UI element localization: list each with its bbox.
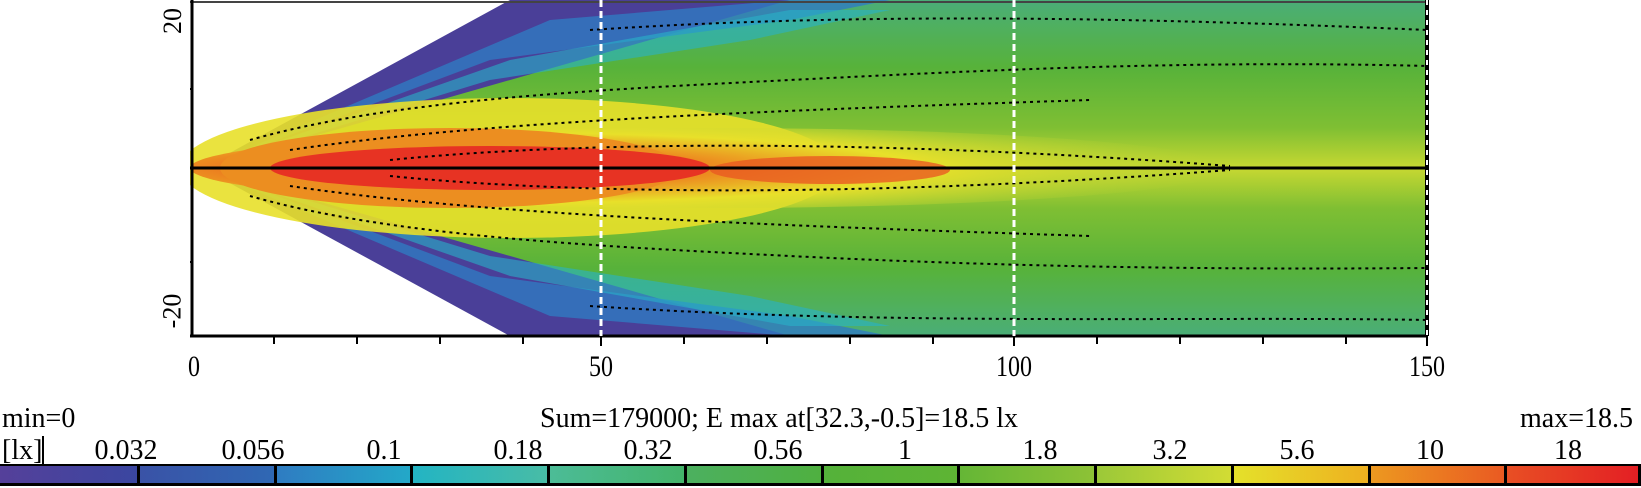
- x-tick-label: 100: [996, 350, 1032, 383]
- max-value: max=18.5: [1520, 403, 1633, 434]
- colorbar-tick: 1.8: [1022, 435, 1058, 466]
- unit-label: [lx]: [2, 435, 43, 466]
- colorbar-tick: 0.032: [94, 435, 158, 466]
- colorbar-segment: [0, 466, 137, 483]
- colorbar-segment: [1367, 466, 1505, 483]
- x-tick-label: 150: [1409, 350, 1445, 383]
- unit-separator: [42, 436, 44, 466]
- colorbar-tick: 3.2: [1152, 435, 1188, 466]
- y-tick-label: 20: [158, 8, 187, 34]
- x-tick-label: 0: [188, 350, 200, 383]
- sum-max-location: Sum=179000; E max at[32.3,-0.5]=18.5 lx: [540, 403, 1018, 434]
- colorbar-tick: 18: [1554, 435, 1582, 466]
- colorbar-segment: [820, 466, 958, 483]
- colorbar-segment: [136, 466, 274, 483]
- colorbar-segment: [547, 466, 684, 483]
- colorbar-segment: [410, 466, 547, 483]
- colorbar-tick: 0.1: [366, 435, 402, 466]
- colorbar: [0, 464, 1641, 486]
- colorbar-segment: [957, 466, 1094, 483]
- x-tick-label: 50: [589, 350, 613, 383]
- stats-row: min=0 Sum=179000; E max at[32.3,-0.5]=18…: [0, 402, 1641, 436]
- colorbar-segment: [1504, 466, 1641, 483]
- colorbar-labels: [lx] 0.032 0.056 0.1 0.18 0.32 0.56 1 1.…: [0, 434, 1641, 468]
- heatmap-canvas: [190, 0, 1429, 346]
- colorbar-segment: [683, 466, 821, 483]
- colorbar-tick: 0.56: [753, 435, 803, 466]
- heatmap-plot: [190, 0, 1493, 350]
- colorbar-segment: [1230, 466, 1368, 483]
- min-value: min=0: [2, 403, 76, 434]
- y-tick-label: -20: [157, 293, 187, 329]
- colorbar-segment: [273, 466, 411, 483]
- colorbar-tick: 1: [898, 435, 912, 466]
- colorbar-tick: 5.6: [1279, 435, 1315, 466]
- colorbar-tick: 10: [1416, 435, 1444, 466]
- colorbar-tick: 0.18: [493, 435, 543, 466]
- colorbar-segment: [1094, 466, 1231, 483]
- colorbar-tick: 0.056: [221, 435, 285, 466]
- colorbar-tick: 0.32: [623, 435, 673, 466]
